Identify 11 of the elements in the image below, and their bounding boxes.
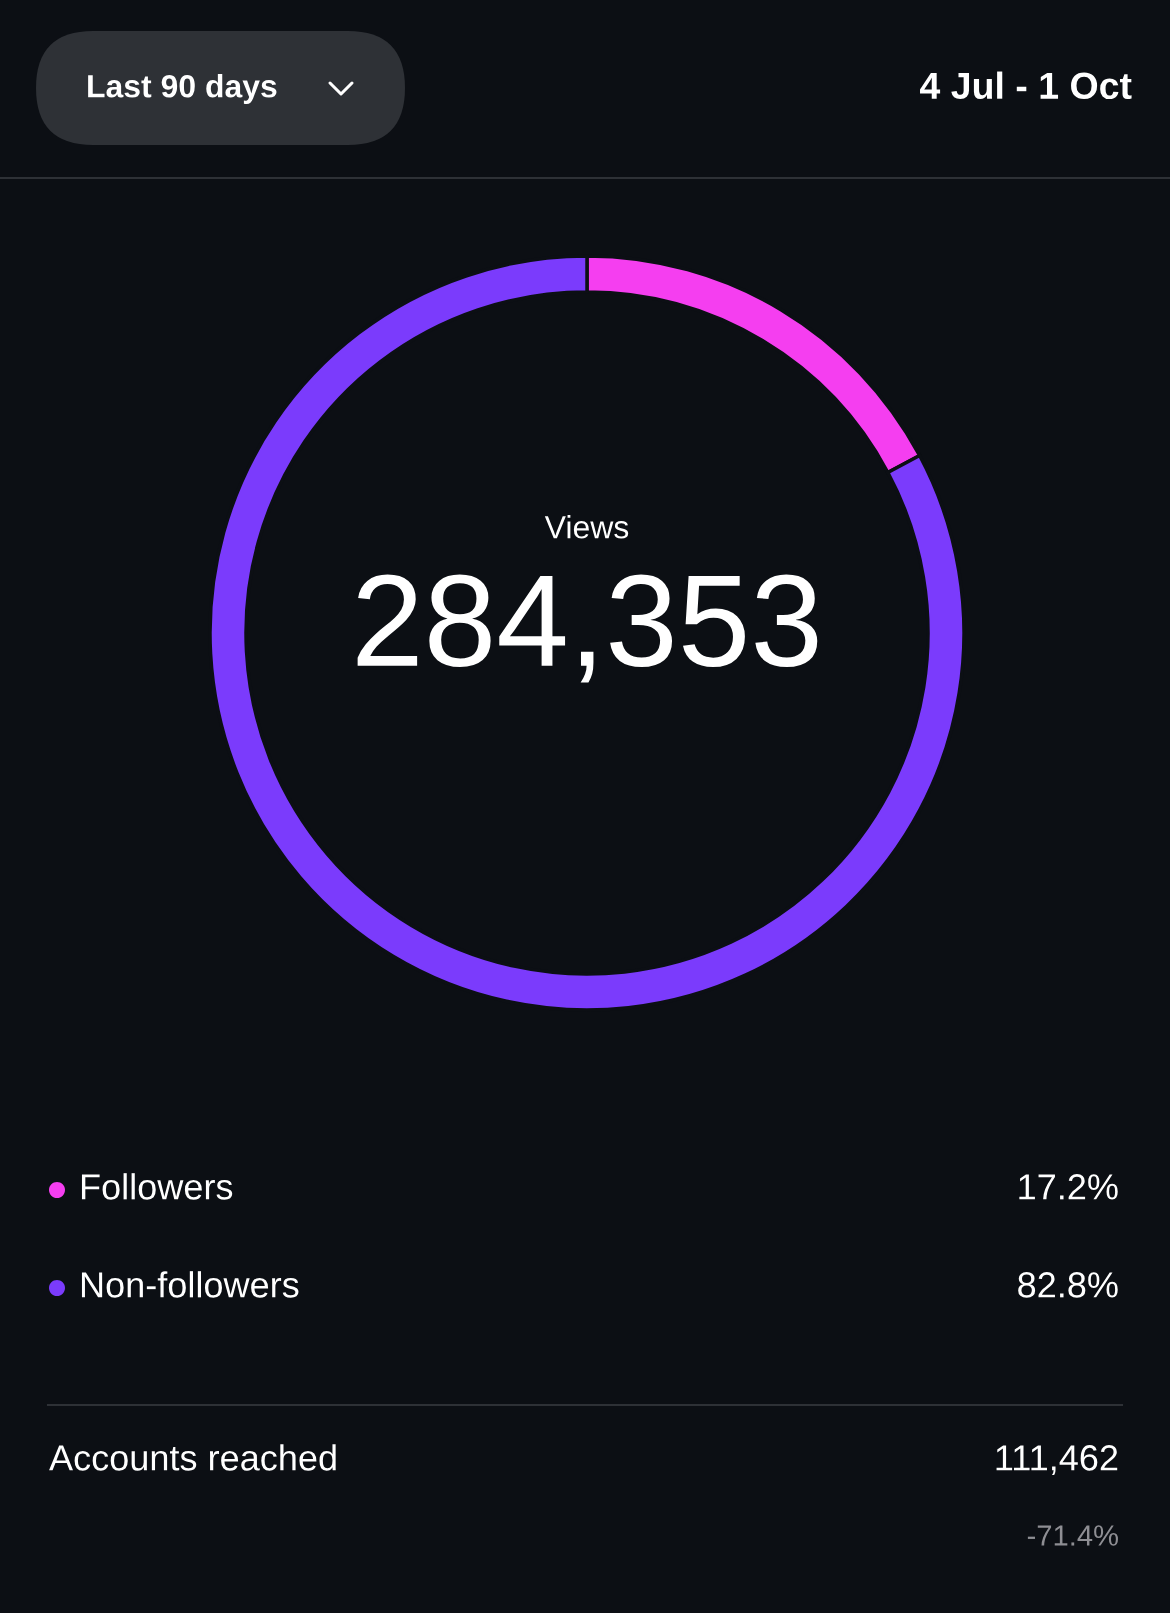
text: Accounts reached <box>49 1444 336 1471</box>
text: Last 90 days <box>88 74 277 104</box>
data-label: 17.2% <box>1019 1174 1118 1200</box>
text: 284,353 <box>357 574 818 683</box>
text: -71.4% <box>1027 1525 1118 1546</box>
data-label: 82.8% <box>1018 1272 1118 1298</box>
legend-label: Non-followers <box>81 1271 299 1298</box>
text: Views <box>544 515 629 539</box>
text: 4 Jul - 1 Oct <box>920 71 1132 100</box>
legend-label: Followers <box>81 1173 233 1200</box>
text: 111,462 <box>996 1445 1118 1475</box>
